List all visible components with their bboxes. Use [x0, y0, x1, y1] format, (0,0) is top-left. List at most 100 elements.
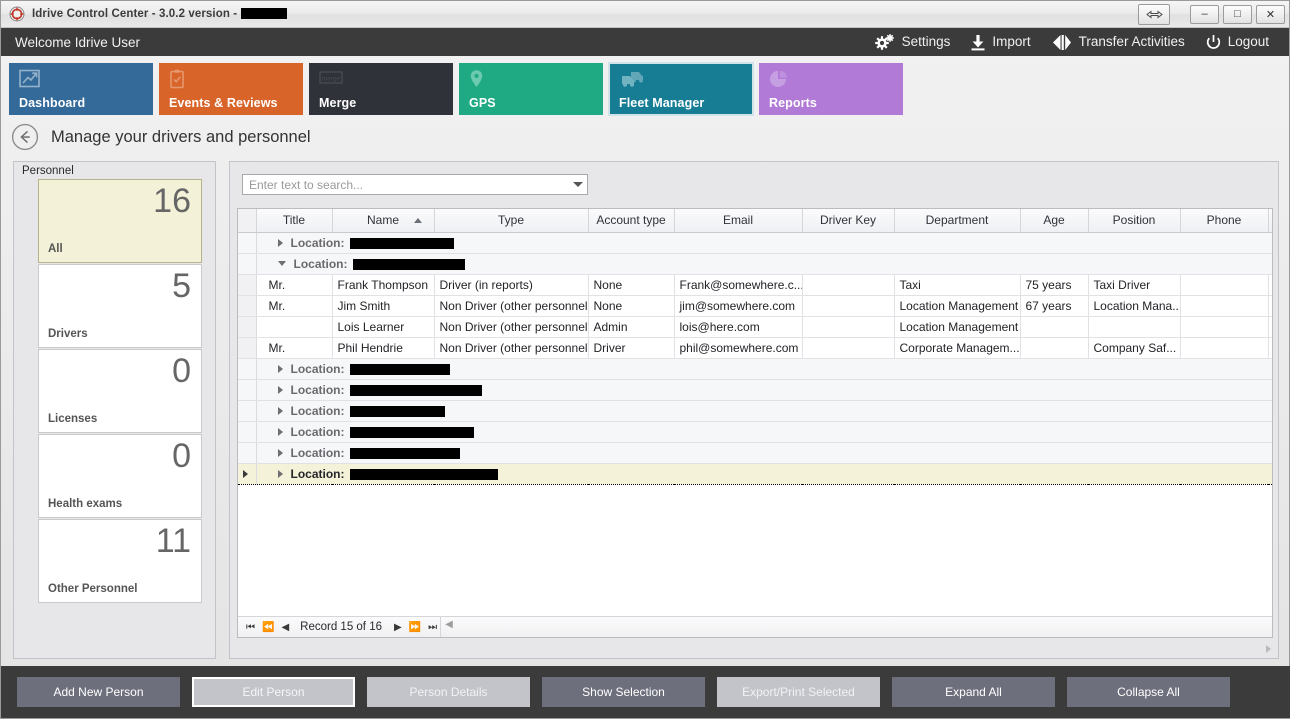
- sidebar-count-drivers: 5: [172, 267, 191, 305]
- gear-icon: [874, 33, 896, 51]
- redacted-title-block: [240, 8, 287, 20]
- cell-phone: [1180, 316, 1269, 338]
- resize-button[interactable]: [1138, 3, 1170, 25]
- column-header-title[interactable]: Title: [256, 209, 333, 233]
- column-header-phone[interactable]: Phone: [1180, 209, 1269, 233]
- horizontal-scrollbar[interactable]: ◀: [440, 617, 1272, 637]
- export-print-selected-button[interactable]: Export/Print Selected: [717, 677, 880, 707]
- expand-group-icon[interactable]: [277, 365, 283, 374]
- expand-all-button[interactable]: Expand All: [892, 677, 1055, 707]
- location-group-row[interactable]: Location:: [238, 442, 1272, 464]
- pager-next-button[interactable]: ▶: [394, 621, 402, 633]
- expand-group-icon[interactable]: [277, 386, 283, 395]
- tile-fleet-manager[interactable]: Fleet Manager: [608, 62, 754, 116]
- sidebar-card-other-personnel[interactable]: 11 Other Personnel: [38, 519, 202, 603]
- cell-position: Taxi Driver: [1088, 274, 1181, 296]
- expand-group-icon[interactable]: [277, 428, 283, 437]
- location-group-label: Location:: [290, 361, 345, 376]
- search-input[interactable]: Enter text to search...: [249, 177, 364, 192]
- cell-email: jim@somewhere.com: [674, 295, 803, 317]
- collapse-all-button[interactable]: Collapse All: [1067, 677, 1230, 707]
- menu-item-import[interactable]: Import: [960, 28, 1040, 56]
- pager-last-button[interactable]: ⏭: [428, 621, 437, 633]
- tile-dashboard[interactable]: Dashboard: [9, 63, 153, 115]
- tile-gps[interactable]: GPS: [459, 63, 603, 115]
- menu-label-transfer-activities: Transfer Activities: [1078, 34, 1185, 50]
- collapse-group-icon[interactable]: [277, 260, 286, 266]
- pager-first-button[interactable]: ⏮: [246, 621, 255, 633]
- maximize-button[interactable]: □: [1223, 4, 1252, 24]
- column-header-email[interactable]: Email: [674, 209, 803, 233]
- scroll-left-arrow-icon[interactable]: ◀: [445, 619, 453, 630]
- redacted-location-name: [349, 426, 474, 438]
- pager-next-page-button[interactable]: ⏩: [408, 621, 421, 633]
- expand-group-icon[interactable]: [277, 407, 283, 416]
- column-header-indicator[interactable]: [238, 209, 257, 233]
- person-row[interactable]: Mr. Phil Hendrie Non Driver (other personn…: [238, 337, 1272, 359]
- sidebar-card-health-exams[interactable]: 0 Health exams: [38, 434, 202, 518]
- column-header-age[interactable]: Age: [1020, 209, 1089, 233]
- table-header-row: Title Name Type Account type Email Drive…: [238, 209, 1272, 233]
- location-group-row[interactable]: Location:: [238, 421, 1272, 443]
- row-indicator-cell: [238, 316, 257, 338]
- column-header-type[interactable]: Type: [434, 209, 589, 233]
- tile-merge[interactable]: merge Merge: [309, 63, 453, 115]
- show-selection-button[interactable]: Show Selection: [542, 677, 705, 707]
- search-box[interactable]: Enter text to search...: [242, 174, 588, 195]
- menu-item-logout[interactable]: Logout: [1195, 28, 1279, 56]
- grid-scroll-right-arrow-icon[interactable]: [1262, 642, 1276, 656]
- menu-item-transfer-activities[interactable]: Transfer Activities: [1041, 28, 1195, 56]
- column-header-account-type[interactable]: Account type: [588, 209, 675, 233]
- expand-group-icon[interactable]: [277, 470, 283, 479]
- sidebar-card-all[interactable]: 16 All: [38, 179, 202, 263]
- column-header-department[interactable]: Department: [894, 209, 1021, 233]
- person-details-button[interactable]: Person Details: [367, 677, 530, 707]
- column-header-name[interactable]: Name: [332, 209, 435, 233]
- module-tile-bar: Dashboard Events & Reviews merge Merge G…: [9, 62, 903, 116]
- location-group-row[interactable]: Location:: [238, 232, 1272, 254]
- sidebar-card-licenses[interactable]: 0 Licenses: [38, 349, 202, 433]
- menu-item-settings[interactable]: Settings: [864, 28, 961, 56]
- location-group-row[interactable]: Location:: [238, 253, 1272, 275]
- location-group-row[interactable]: Location:: [238, 462, 1272, 485]
- row-indicator-cell: [238, 421, 257, 443]
- cell-phone: [1180, 295, 1269, 317]
- location-group-label: Location:: [290, 235, 345, 250]
- row-indicator-cell: [238, 442, 257, 464]
- cell-department: Taxi: [894, 274, 1021, 296]
- location-group-row[interactable]: Location:: [238, 400, 1272, 422]
- location-group-label: Location:: [293, 256, 348, 271]
- pager-prev-page-button[interactable]: ⏪: [262, 621, 274, 633]
- pager-prev-button[interactable]: ◀: [281, 621, 289, 633]
- person-row[interactable]: Lois Learner Non Driver (other personnel)…: [238, 316, 1272, 338]
- expand-group-icon[interactable]: [277, 239, 283, 248]
- record-count-text: Record 15 of 16: [300, 621, 382, 633]
- add-new-person-button[interactable]: Add New Person: [17, 677, 180, 707]
- tile-events-and-reviews[interactable]: Events & Reviews: [159, 63, 303, 115]
- minimize-button[interactable]: –: [1190, 4, 1219, 24]
- sidebar-card-drivers[interactable]: 5 Drivers: [38, 264, 202, 348]
- cell-name: Lois Learner: [332, 316, 435, 338]
- cell-title: Mr.: [256, 337, 333, 359]
- sidebar-label-licenses: Licenses: [48, 413, 98, 425]
- chevron-down-icon[interactable]: [573, 182, 583, 187]
- sidebar-count-all: 16: [153, 182, 191, 220]
- cell-filler: [1268, 337, 1272, 359]
- table-body: Location: Location: Mr. Frank Thompson Drive…: [238, 232, 1272, 485]
- cell-department: Location Management: [894, 316, 1021, 338]
- column-header-position[interactable]: Position: [1088, 209, 1181, 233]
- person-row[interactable]: Mr. Jim Smith Non Driver (other personnel)…: [238, 295, 1272, 317]
- location-group-row[interactable]: Location:: [238, 379, 1272, 401]
- tile-reports[interactable]: Reports: [759, 63, 903, 115]
- edit-person-button[interactable]: Edit Person: [192, 677, 355, 707]
- cell-driver-key: [802, 337, 895, 359]
- column-header-driver-key[interactable]: Driver Key: [802, 209, 895, 233]
- location-group-row[interactable]: Location:: [238, 358, 1272, 380]
- close-button[interactable]: ✕: [1256, 4, 1285, 24]
- column-header-filler: [1268, 209, 1272, 233]
- redacted-location-name: [349, 447, 460, 459]
- back-arrow-icon[interactable]: [11, 123, 39, 151]
- person-row[interactable]: Mr. Frank Thompson Driver (in reports) None…: [238, 274, 1272, 296]
- expand-group-icon[interactable]: [277, 449, 283, 458]
